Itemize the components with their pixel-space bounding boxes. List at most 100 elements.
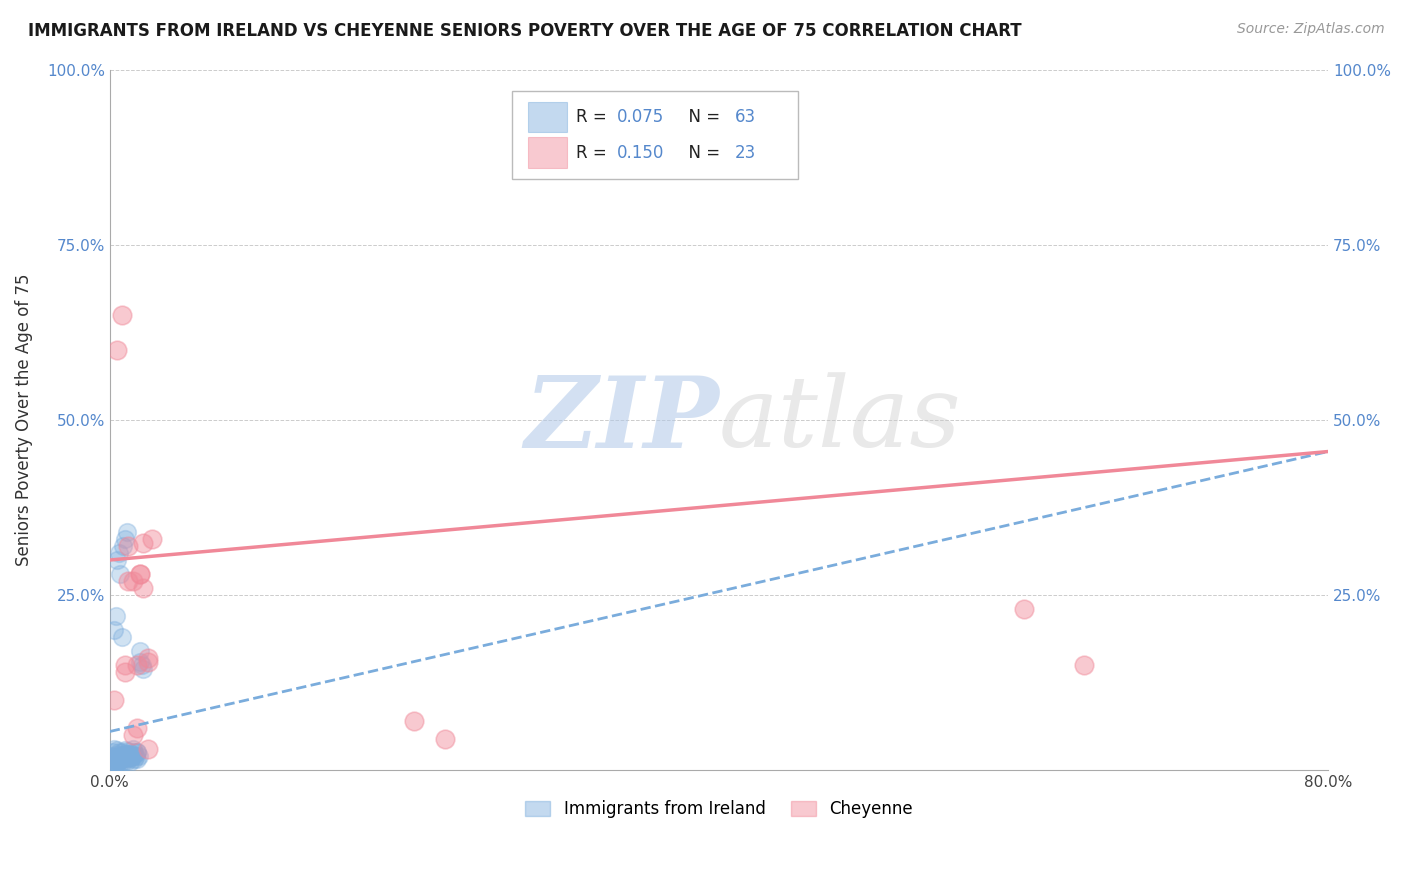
Point [104,756,127,770]
Point [115,524,138,539]
Text: N =: N = [678,108,725,126]
FancyBboxPatch shape [527,137,567,168]
Point [112,539,135,553]
Point [103,757,125,772]
Point [1012,602,1035,616]
Point [105,751,128,765]
Text: Source: ZipAtlas.com: Source: ZipAtlas.com [1237,22,1385,37]
Point [127,721,149,735]
Point [136,742,159,756]
Point [129,567,152,582]
FancyBboxPatch shape [512,91,799,178]
Point [122,752,145,766]
Point [121,742,143,756]
Point [111,308,134,322]
Point [114,750,136,764]
Point [127,658,149,673]
Legend: Immigrants from Ireland, Cheyenne: Immigrants from Ireland, Cheyenne [519,793,920,825]
Point [111,630,134,644]
Point [111,746,134,760]
Point [115,747,138,761]
Point [121,749,143,764]
Text: IMMIGRANTS FROM IRELAND VS CHEYENNE SENIORS POVERTY OVER THE AGE OF 75 CORRELATI: IMMIGRANTS FROM IRELAND VS CHEYENNE SENI… [28,22,1022,40]
Point [121,574,143,588]
Y-axis label: Seniors Poverty Over the Age of 75: Seniors Poverty Over the Age of 75 [15,274,32,566]
Point [117,574,139,588]
Point [132,535,155,549]
Point [127,746,149,760]
Point [136,655,159,669]
Point [101,759,124,773]
Text: 0.150: 0.150 [617,144,664,161]
Point [127,752,149,766]
Point [129,567,152,582]
Text: atlas: atlas [718,372,962,467]
Point [433,731,456,746]
Point [129,644,152,658]
Text: 23: 23 [735,144,756,161]
Point [112,747,135,762]
Point [105,343,128,357]
Point [103,750,125,764]
Point [110,567,132,582]
Text: R =: R = [576,108,613,126]
Point [122,747,145,762]
Point [114,658,136,673]
Point [101,746,124,760]
Point [120,749,142,764]
Point [104,755,127,769]
Point [111,752,134,766]
Text: N =: N = [678,144,725,161]
Point [132,581,155,595]
Point [404,714,426,728]
Point [114,665,136,679]
Point [108,546,131,560]
Point [141,532,163,546]
Point [131,658,153,673]
Point [103,693,125,707]
Point [100,756,122,770]
Point [104,609,127,624]
Point [127,746,149,760]
Point [117,751,139,765]
Point [117,750,139,764]
Point [101,752,124,766]
Point [118,755,141,769]
Point [1073,658,1095,673]
Point [115,747,138,761]
Point [114,743,136,757]
Point [117,744,139,758]
FancyBboxPatch shape [527,102,567,133]
Point [103,742,125,756]
Point [115,754,138,768]
Point [104,747,127,762]
Point [112,755,135,769]
Point [132,661,155,675]
Point [128,749,150,764]
Point [108,746,131,760]
Point [108,754,131,768]
Point [110,756,132,770]
Point [100,749,122,764]
Point [110,749,132,764]
Point [105,755,128,769]
Text: 63: 63 [735,108,756,126]
Point [118,747,141,762]
Point [103,623,125,637]
Point [117,539,139,553]
Point [129,655,152,669]
Point [114,748,136,763]
Point [114,532,136,546]
Text: ZIP: ZIP [524,372,718,468]
Text: R =: R = [576,144,613,161]
Text: 0.075: 0.075 [617,108,664,126]
Point [110,752,132,766]
Point [105,553,128,567]
Point [121,728,143,742]
Point [108,752,131,766]
Point [112,749,135,764]
Point [120,751,142,765]
Point [124,749,146,764]
Point [122,746,145,760]
Point [105,743,128,757]
